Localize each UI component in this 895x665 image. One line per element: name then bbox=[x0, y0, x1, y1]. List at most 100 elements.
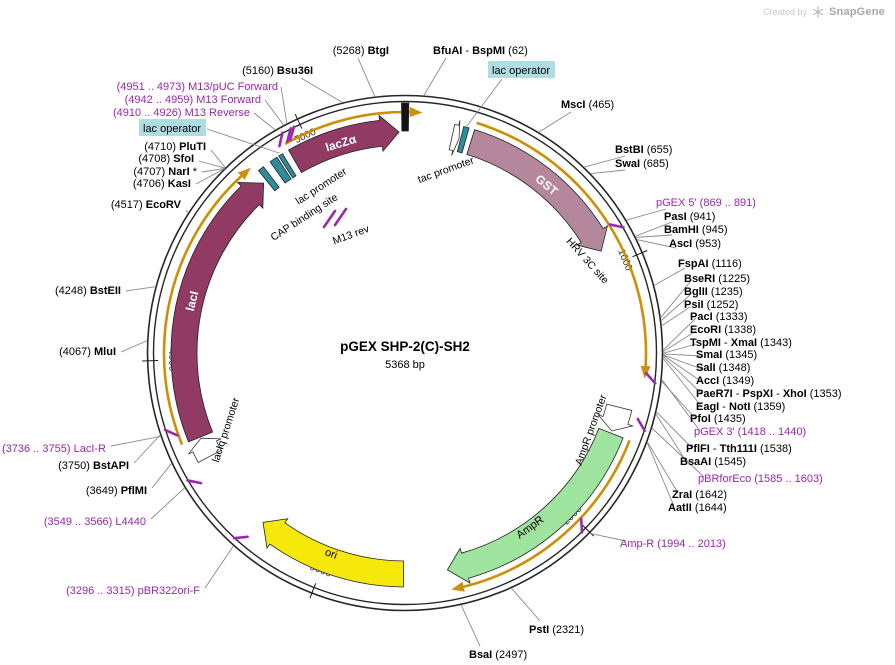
leader-bstbI bbox=[583, 155, 626, 168]
label-ascI[interactable]: AscI (953) bbox=[669, 238, 721, 250]
label-pacI[interactable]: PacI (1333) bbox=[690, 311, 748, 323]
label-aatII[interactable]: AatII (1644) bbox=[668, 502, 727, 514]
label-salI[interactable]: SalI (1348) bbox=[696, 362, 750, 374]
leader-pgex5 bbox=[626, 208, 667, 221]
feature-lacopLeftF[interactable] bbox=[278, 153, 297, 179]
label-m13puc[interactable]: (4951 .. 4973) M13/pUC Forward bbox=[117, 81, 278, 93]
label-paeR7I[interactable]: PaeR7I - PspXI - XhoI (1353) bbox=[696, 388, 842, 400]
orf-gst-fusion-arc[interactable] bbox=[476, 121, 648, 367]
label-mluI[interactable]: (4067) MluI bbox=[59, 346, 116, 358]
feature-amprp[interactable] bbox=[597, 403, 635, 432]
label-fspAI[interactable]: FspAI (1116) bbox=[678, 258, 742, 270]
leader-laciR bbox=[110, 435, 161, 447]
feature-label-m13revIn: M13 rev bbox=[331, 223, 371, 248]
l4440-mark[interactable] bbox=[186, 479, 203, 485]
label-pflMI[interactable]: (3649) PflMI bbox=[86, 485, 147, 497]
label-eagI[interactable]: EagI - N​otI (1359) bbox=[696, 401, 785, 413]
label-l4440[interactable]: (3549 .. 3566) L4440 bbox=[44, 516, 146, 528]
feature-lacprom[interactable] bbox=[269, 156, 292, 184]
feature-capsite[interactable] bbox=[257, 166, 280, 192]
bp-tick bbox=[294, 113, 303, 129]
m13rev-inner-mark-0[interactable] bbox=[322, 209, 337, 229]
pbr322orif-mark[interactable] bbox=[232, 535, 249, 540]
label-smaI[interactable]: SmaI (1345) bbox=[696, 349, 757, 361]
label-bglII[interactable]: BglII (1235) bbox=[684, 286, 743, 298]
laciR-mark[interactable] bbox=[163, 428, 179, 437]
leader-salI bbox=[662, 354, 703, 370]
feature-ori[interactable] bbox=[262, 518, 404, 588]
label-lacopLeft[interactable]: lac operator bbox=[143, 123, 201, 135]
label-pgex3[interactable]: pGEX 3' (1418 .. 1440) bbox=[694, 426, 806, 438]
bp-tick bbox=[309, 583, 317, 599]
label-btgI[interactable]: (5268) BtgI bbox=[333, 45, 389, 57]
leader-sfoI bbox=[198, 160, 226, 169]
feature-lacI[interactable] bbox=[170, 181, 265, 443]
label-narI[interactable]: (4707) NarI * bbox=[133, 166, 197, 178]
orf-lacZa-arc[interactable] bbox=[284, 110, 410, 146]
leader-psiI bbox=[661, 306, 691, 327]
label-bsaAI[interactable]: BsaAI (1545) bbox=[680, 456, 746, 468]
m13puc-mark[interactable] bbox=[288, 125, 296, 142]
leader-pluTI bbox=[210, 149, 226, 169]
label-pfoI[interactable]: PfoI (1435) bbox=[690, 413, 746, 425]
label-pgex5[interactable]: pGEX 5' (869 .. 891) bbox=[656, 197, 756, 209]
orf-ampR-arc[interactable] bbox=[463, 439, 631, 589]
label-m13rev[interactable]: (4910 .. 4926) M13 Reverse bbox=[113, 107, 250, 119]
m13rev-mark[interactable] bbox=[278, 131, 284, 148]
pbrforeco-mark[interactable] bbox=[636, 417, 647, 433]
label-psiI[interactable]: PsiI (1252) bbox=[684, 299, 738, 311]
label-amprP[interactable]: Amp-R (1994 .. 2013) bbox=[620, 538, 726, 550]
label-bstAPI[interactable]: (3750) BstAPI bbox=[58, 460, 129, 472]
label-accI[interactable]: AccI (1349) bbox=[696, 375, 754, 387]
ampr-mark[interactable] bbox=[579, 517, 584, 534]
label-pstI[interactable]: PstI (2321) bbox=[529, 624, 584, 636]
leader-bstAPI bbox=[133, 434, 161, 464]
label-pluTI[interactable]: (4710) PluTI bbox=[144, 141, 206, 153]
label-mscI[interactable]: MscI (465) bbox=[561, 99, 614, 111]
feature-laciqp[interactable] bbox=[188, 437, 222, 464]
feature-gst[interactable] bbox=[466, 129, 609, 252]
watermark: Created by SnapGene bbox=[763, 6, 885, 18]
label-ecoRV[interactable]: (4517) EcoRV bbox=[111, 199, 182, 211]
label-bfuai[interactable]: BfuAI - BspMI (62) bbox=[433, 45, 528, 57]
label-laciR[interactable]: (3736 .. 3755) LacI-R bbox=[2, 443, 106, 455]
label-kasI[interactable]: (4706) KasI bbox=[133, 178, 191, 190]
leader-swaI bbox=[590, 169, 626, 175]
label-sfoI[interactable]: (4708) SfoI bbox=[138, 153, 194, 165]
label-pbrforEco[interactable]: pBRforEco (1585 .. 1603) bbox=[698, 473, 823, 485]
m13fwd-mark[interactable] bbox=[285, 127, 293, 143]
leader-mscI bbox=[538, 111, 572, 133]
label-bstEII[interactable]: (4248) BstEII bbox=[55, 285, 121, 297]
pgex3-mark[interactable] bbox=[644, 371, 657, 385]
plasmid-title: pGEX SHP-2(C)-SH2 bbox=[340, 339, 470, 354]
leader-bfuai bbox=[423, 57, 447, 96]
label-ecoRI[interactable]: EcoRI (1338) bbox=[690, 324, 756, 336]
leader-m13rev bbox=[253, 112, 276, 131]
leader-bglII bbox=[660, 294, 691, 322]
feature-label-ori: ori bbox=[323, 546, 339, 561]
feature-tacp[interactable] bbox=[448, 120, 461, 156]
plasmid-backbone-ring-outer bbox=[146, 94, 664, 612]
label-tspMI[interactable]: TspMI - XmaI (1343) bbox=[690, 337, 792, 349]
label-m13fwd[interactable]: (4942 .. 4959) M13 Forward bbox=[125, 94, 261, 106]
orf-lacI-arc[interactable] bbox=[162, 175, 243, 446]
label-bstbI[interactable]: BstBI (655) bbox=[615, 144, 672, 156]
label-bsu36i[interactable]: (5160) Bsu36I bbox=[242, 65, 313, 77]
label-pflFI[interactable]: PflFI - Tth111I (1538) bbox=[686, 443, 792, 455]
label-pasI[interactable]: PasI (941) bbox=[664, 211, 715, 223]
feature-ampR[interactable] bbox=[446, 427, 624, 584]
label-bseRI[interactable]: BseRI (1225) bbox=[684, 273, 750, 285]
feature-lacZa[interactable] bbox=[288, 114, 400, 174]
pgex5-mark[interactable] bbox=[608, 223, 625, 229]
leader-btgI bbox=[357, 57, 376, 97]
label-pbr322[interactable]: (3296 .. 3315) pBR322ori-F bbox=[66, 585, 200, 597]
feature-blackMarker[interactable] bbox=[401, 102, 410, 132]
label-lacopTop[interactable]: lac operator bbox=[492, 65, 550, 77]
m13rev-inner-mark-1[interactable] bbox=[333, 207, 348, 227]
label-swaI[interactable]: SwaI (685) bbox=[615, 158, 669, 170]
label-zraI[interactable]: ZraI (1642) bbox=[672, 489, 727, 501]
feature-lacopTopF[interactable] bbox=[456, 126, 470, 154]
plasmid-size: 5368 bp bbox=[385, 359, 425, 371]
label-bsaI[interactable]: BsaI (2497) bbox=[469, 649, 527, 661]
label-bamHI[interactable]: BamHI (945) bbox=[664, 224, 728, 236]
